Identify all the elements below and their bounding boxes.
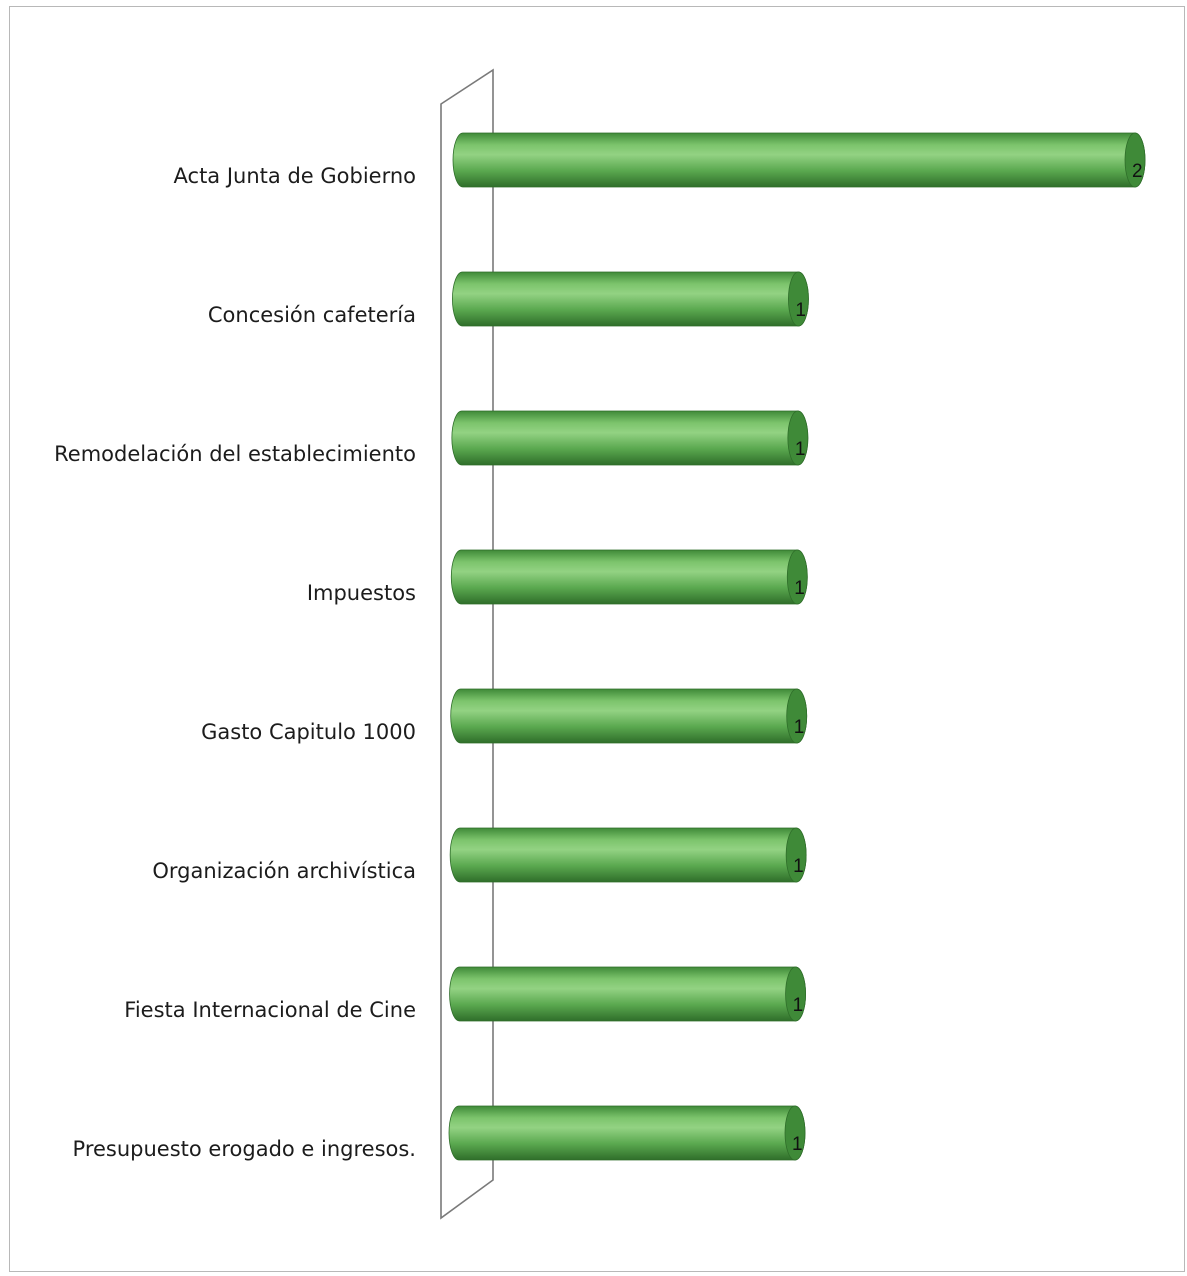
bar-2 <box>452 271 809 327</box>
data-label-2: 1 <box>795 300 806 321</box>
category-label-6: Organización archivística <box>152 859 416 883</box>
bar-cap-8 <box>784 1105 806 1161</box>
bar-body-4 <box>450 549 808 605</box>
bar-cap-2 <box>788 271 809 327</box>
labels-group: Acta Junta de Gobierno 2 Concesión cafeter… <box>54 161 1142 1161</box>
bar-body-7 <box>449 966 806 1022</box>
category-label-8: Presupuesto erogado e ingresos. <box>73 1137 416 1161</box>
bar-5 <box>450 688 808 744</box>
bar-body-6 <box>449 827 807 883</box>
bar-cap-3 <box>787 410 809 466</box>
bar-cap-6 <box>785 827 807 883</box>
axis-wall-outline <box>440 68 494 1220</box>
category-label-3: Remodelación del establecimiento <box>54 442 416 466</box>
bar-4 <box>450 549 808 605</box>
bar-1 <box>452 132 1146 188</box>
chart-frame <box>9 6 1185 1272</box>
data-label-5: 1 <box>794 717 805 738</box>
bar-cap-5 <box>786 688 808 744</box>
data-label-1: 2 <box>1132 161 1143 182</box>
data-label-4: 1 <box>794 578 805 599</box>
category-label-7: Fiesta Internacional de Cine <box>124 998 416 1022</box>
bar-3 <box>451 410 809 466</box>
category-label-4: Impuestos <box>307 581 416 605</box>
bar-7 <box>449 966 806 1022</box>
bar-body-2 <box>452 271 809 327</box>
bar-cap-1 <box>1124 132 1146 188</box>
bars-group <box>448 132 1146 1161</box>
bar-body-3 <box>451 410 809 466</box>
data-label-7: 1 <box>793 995 804 1016</box>
category-label-5: Gasto Capitulo 1000 <box>201 720 416 744</box>
bar-body-8 <box>448 1105 806 1161</box>
bar-body-1 <box>452 132 1146 188</box>
bar-6 <box>449 827 807 883</box>
axis-wall <box>440 68 494 1220</box>
bar-cap-4 <box>786 549 808 605</box>
bar-body-5 <box>450 688 808 744</box>
bar-cap-7 <box>785 966 806 1022</box>
data-label-8: 1 <box>792 1134 803 1155</box>
data-label-3: 1 <box>795 439 806 460</box>
bar-8 <box>448 1105 806 1161</box>
category-label-1: Acta Junta de Gobierno <box>174 164 416 188</box>
data-label-6: 1 <box>793 856 804 877</box>
category-label-2: Concesión cafetería <box>208 303 416 327</box>
